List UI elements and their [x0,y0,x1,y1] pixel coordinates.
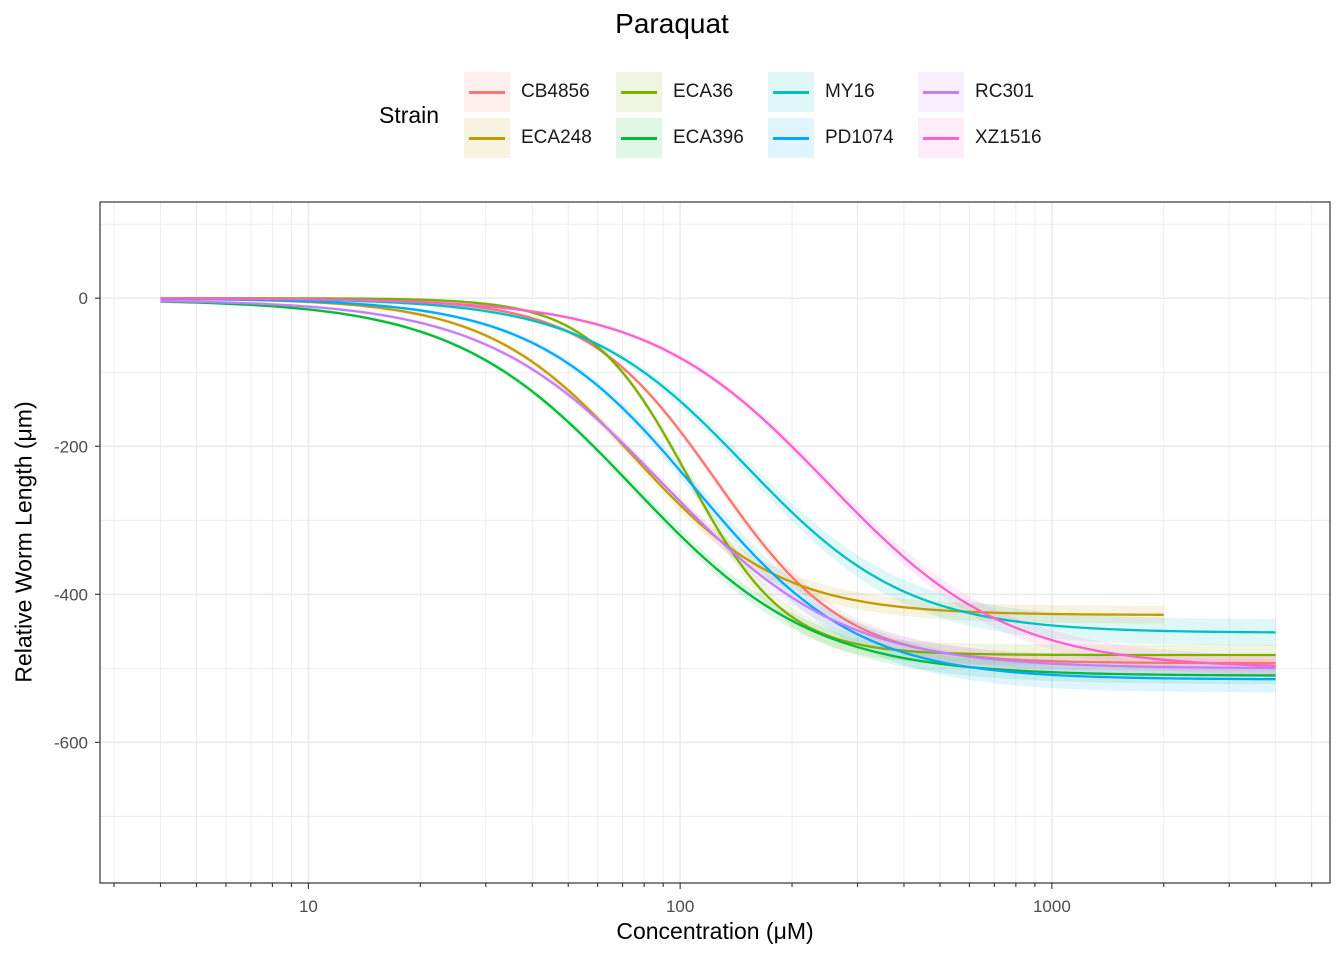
series-line-eca396 [160,300,1276,677]
legend-key-eca248 [464,118,510,162]
y-tick-label: -400 [54,585,88,604]
x-tick-label: 10 [299,897,318,916]
legend-label-pd1074: PD1074 [825,127,894,148]
y-tick-label: -600 [54,733,88,752]
legend-key-pd1074 [768,118,814,162]
legend-label-my16: MY16 [825,81,875,102]
legend-title: Strain [379,102,440,128]
legend-label-eca396: ECA396 [673,127,744,148]
plot-panel [100,202,1330,883]
legend-label-cb4856: CB4856 [521,81,590,102]
legend-key-eca36 [616,72,662,116]
legend-key-xz1516 [918,118,964,162]
legend-key-eca396 [616,118,662,162]
y-tick-label: -200 [54,437,88,456]
x-tick-label: 100 [666,897,694,916]
x-tick-label: 1000 [1033,897,1071,916]
legend-key-cb4856 [464,72,510,116]
legend-label-eca36: ECA36 [673,81,734,102]
series-line-eca36 [160,297,1276,657]
series-line-xz1516 [160,297,1276,667]
axes: 0 -200 -400 -600 10 100 1000 [54,289,1313,916]
plot-border [99,201,1331,884]
series-line-rc301 [160,299,1276,670]
series-line-pd1074 [160,297,1276,681]
y-axis-title: Relative Worm Length (μm) [10,401,37,683]
legend-label-eca248: ECA248 [521,127,592,148]
legend-label-rc301: RC301 [975,81,1035,102]
chart-title: Paraquat [615,8,729,39]
x-axis-title: Concentration (μM) [616,918,814,944]
series-lines [160,297,1276,681]
y-tick-label: 0 [79,289,88,308]
legend-key-rc301 [918,72,964,116]
legend-key-my16 [768,72,814,116]
legend-label-xz1516: XZ1516 [975,127,1042,148]
